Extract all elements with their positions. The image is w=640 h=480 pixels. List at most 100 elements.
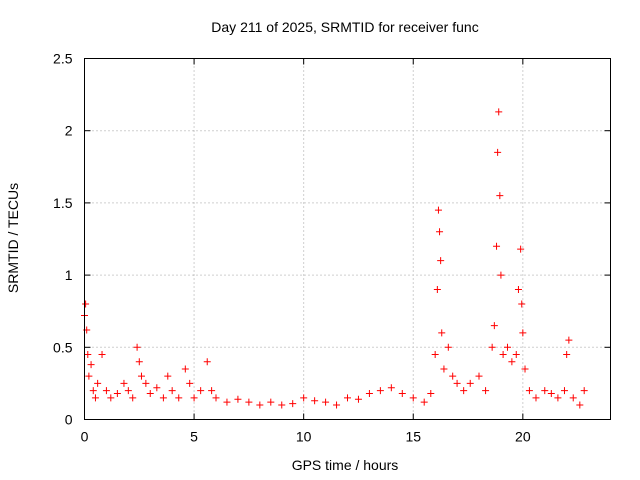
data-point <box>444 343 452 351</box>
data-point <box>89 387 97 395</box>
y-tick-label: 2.5 <box>53 51 73 67</box>
data-point <box>82 300 90 308</box>
x-tick-label: 0 <box>81 429 89 445</box>
data-point <box>129 394 137 402</box>
data-point <box>525 387 533 395</box>
data-point <box>453 379 461 387</box>
data-point <box>547 390 555 398</box>
data-point <box>208 387 216 395</box>
data-point <box>514 286 522 294</box>
data-point <box>495 108 503 116</box>
data-point <box>120 379 128 387</box>
x-axis-label: GPS time / hours <box>292 457 399 473</box>
data-point <box>521 365 529 373</box>
data-point <box>532 394 540 402</box>
data-point <box>512 351 520 359</box>
data-point <box>565 336 573 344</box>
data-point <box>496 192 504 200</box>
x-tick-label: 15 <box>405 429 421 445</box>
data-point <box>159 394 167 402</box>
axis-ticks: 0 5 10 15 20 0 0.5 1 1.5 2 2.5 <box>53 51 611 445</box>
data-point <box>133 343 141 351</box>
data-point <box>387 384 395 392</box>
grid <box>84 58 611 420</box>
data-point <box>289 400 297 408</box>
y-tick-label: 1 <box>65 267 73 283</box>
x-tick-label: 5 <box>190 429 198 445</box>
data-point <box>569 394 577 402</box>
data-point <box>142 379 150 387</box>
data-point <box>322 398 330 406</box>
data-point <box>541 387 549 395</box>
data-point <box>91 394 99 402</box>
data-point <box>466 379 474 387</box>
data-point <box>427 390 435 398</box>
data-point <box>497 271 505 279</box>
data-point <box>554 394 562 402</box>
data-point <box>175 394 183 402</box>
data-point <box>223 398 231 406</box>
y-tick-label: 0 <box>65 412 73 428</box>
data-point <box>94 379 102 387</box>
data-point <box>420 398 428 406</box>
data-point <box>113 390 121 398</box>
data-point <box>278 401 286 409</box>
data-point <box>344 394 351 402</box>
data-point <box>311 397 319 405</box>
data-point <box>245 398 253 406</box>
data-point <box>499 351 507 359</box>
data-point <box>84 351 92 359</box>
y-tick-label: 2 <box>65 123 73 139</box>
data-point <box>518 300 526 308</box>
y-tick-label: 1.5 <box>53 195 73 211</box>
data-point <box>376 387 384 395</box>
data-point <box>124 387 132 395</box>
data-point <box>190 394 198 402</box>
data-point <box>482 387 490 395</box>
data-point <box>153 384 161 392</box>
data-point <box>164 372 172 380</box>
data-point <box>333 401 341 409</box>
data-point <box>87 361 95 369</box>
data-point <box>433 286 441 294</box>
y-axis-label: SRMTID / TECUs <box>5 183 21 293</box>
data-point <box>365 390 373 398</box>
data-point <box>234 395 242 403</box>
data-points <box>81 108 588 409</box>
data-point <box>102 387 110 395</box>
data-point <box>267 398 275 406</box>
data-point <box>449 372 457 380</box>
chart-title: Day 211 of 2025, SRMTID for receiver fun… <box>211 19 478 35</box>
data-point <box>438 329 446 337</box>
data-point <box>135 358 143 366</box>
data-point <box>300 394 308 402</box>
plot-frame <box>84 58 611 420</box>
data-point <box>256 401 264 409</box>
data-point <box>517 245 525 253</box>
data-point <box>488 343 496 351</box>
data-point <box>503 343 511 351</box>
data-point <box>440 365 448 373</box>
data-point <box>107 394 115 402</box>
data-point <box>580 387 588 395</box>
data-point <box>197 387 205 395</box>
data-point <box>493 242 501 250</box>
data-point <box>409 394 417 402</box>
x-tick-label: 10 <box>296 429 312 445</box>
data-point <box>460 387 468 395</box>
data-point <box>576 401 584 409</box>
data-point <box>437 257 445 265</box>
x-tick-label: 20 <box>515 429 531 445</box>
data-point <box>186 379 194 387</box>
data-point <box>137 372 145 380</box>
data-point <box>519 329 527 337</box>
data-point <box>475 372 483 380</box>
data-point <box>494 148 502 156</box>
data-point <box>168 387 176 395</box>
data-point <box>212 394 220 402</box>
data-point <box>146 390 154 398</box>
y-tick-label: 0.5 <box>53 339 73 355</box>
data-point <box>490 322 498 330</box>
data-point <box>436 228 444 236</box>
